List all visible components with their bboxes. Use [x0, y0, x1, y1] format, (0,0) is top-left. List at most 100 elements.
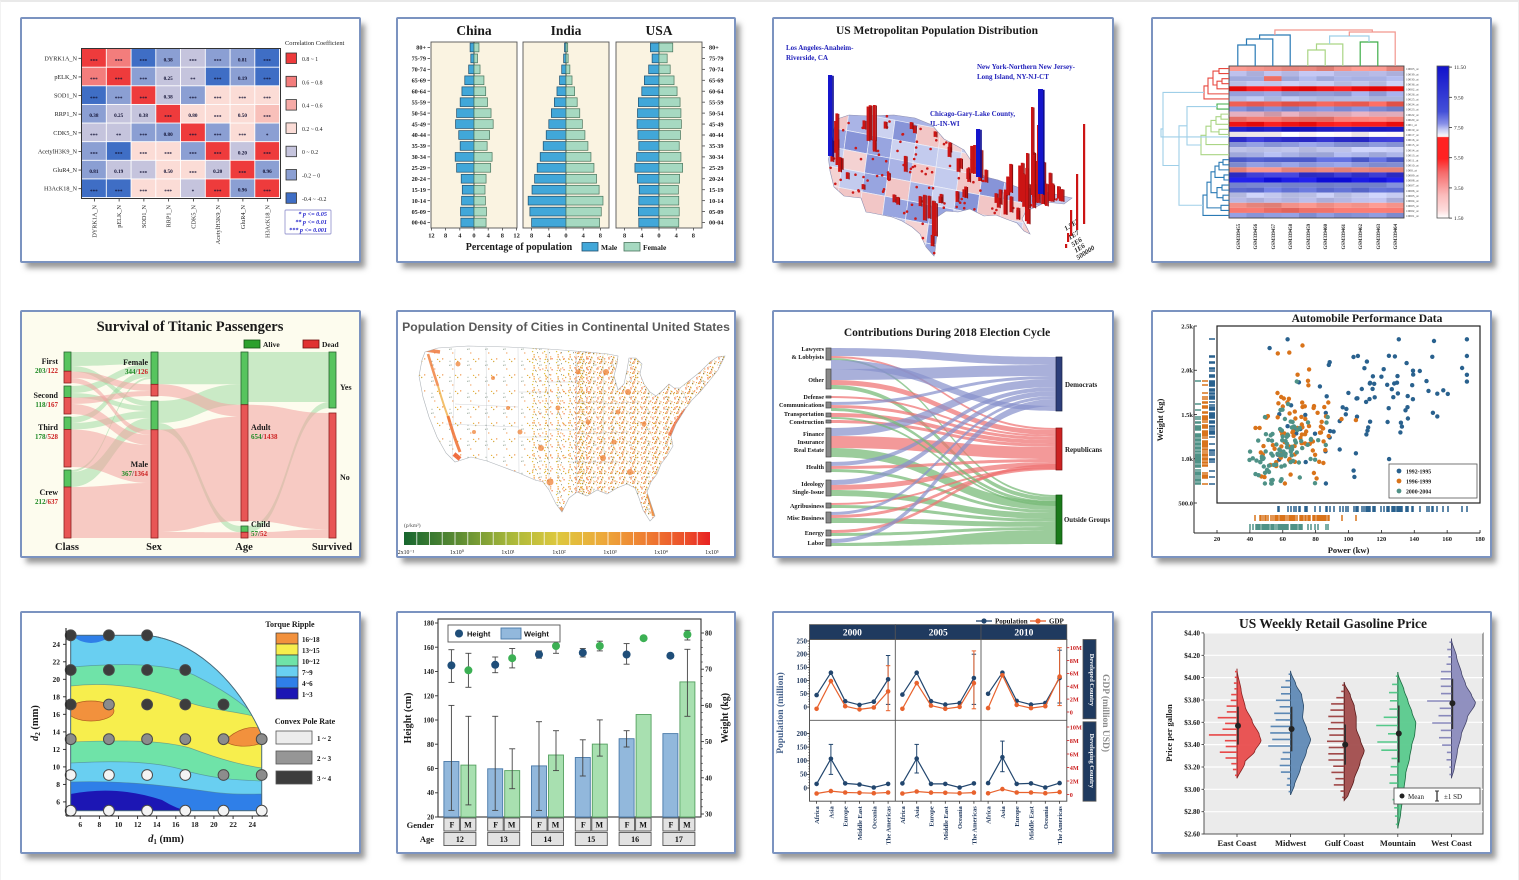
svg-text:1992-1995: 1992-1995	[1406, 470, 1431, 476]
svg-text:West Coast: West Coast	[1431, 838, 1472, 848]
svg-text:203/122: 203/122	[35, 367, 58, 375]
svg-text:10013_at: 10013_at	[1406, 153, 1419, 157]
svg-text:***: ***	[263, 189, 271, 195]
svg-text:2 ~ 3: 2 ~ 3	[317, 755, 332, 763]
svg-text:13: 13	[500, 835, 508, 844]
svg-text:Yes: Yes	[340, 383, 352, 392]
svg-text:4: 4	[458, 233, 462, 240]
svg-text:***: ***	[115, 189, 123, 195]
svg-text:80: 80	[705, 630, 713, 638]
svg-text:Weight: Weight	[524, 630, 549, 639]
svg-text:Female: Female	[123, 358, 148, 367]
svg-text:Health: Health	[806, 464, 824, 471]
svg-text:10006_at: 10006_at	[1406, 189, 1419, 193]
svg-text:Midwest: Midwest	[1275, 838, 1306, 848]
svg-text:Weight (kg): Weight (kg)	[1155, 398, 1165, 441]
svg-text:160: 160	[1442, 536, 1452, 543]
svg-text:2000-2004: 2000-2004	[1406, 490, 1431, 496]
svg-text:GSM339459: GSM339459	[1307, 223, 1312, 249]
svg-text:0.8 ~ 1: 0.8 ~ 1	[302, 57, 318, 63]
svg-text:10017_at: 10017_at	[1406, 133, 1419, 137]
svg-text:0 ~ 0.2: 0 ~ 0.2	[302, 150, 318, 156]
svg-text:Oceania: Oceania	[1043, 805, 1050, 828]
svg-text:30-34: 30-34	[412, 154, 426, 161]
svg-text:Age: Age	[420, 834, 434, 844]
svg-text:Adult: Adult	[251, 423, 271, 432]
svg-text:10003_at: 10003_at	[1406, 67, 1419, 71]
svg-text:***: ***	[238, 133, 246, 139]
svg-text:10002_at: 10002_at	[1406, 88, 1419, 92]
svg-text:40: 40	[1247, 536, 1254, 543]
svg-text:2x10⁻¹: 2x10⁻¹	[398, 550, 414, 556]
svg-text:The Americas: The Americas	[886, 806, 893, 845]
svg-text:Transportation: Transportation	[784, 411, 825, 418]
svg-text:Female: Female	[643, 243, 667, 252]
svg-text:$3.40: $3.40	[1184, 741, 1200, 749]
svg-text:***: ***	[214, 152, 222, 158]
svg-text:1x10²: 1x10²	[552, 550, 566, 556]
svg-text:***: ***	[164, 152, 172, 158]
svg-text:0.19: 0.19	[114, 169, 123, 175]
svg-text:***: ***	[263, 77, 271, 83]
svg-text:0: 0	[804, 784, 808, 792]
svg-text:Automobile Performance Data: Automobile Performance Data	[1292, 313, 1443, 325]
svg-text:***: ***	[214, 59, 222, 65]
svg-text:Mean: Mean	[1408, 793, 1424, 801]
svg-text:$3.00: $3.00	[1184, 786, 1200, 794]
svg-text:180: 180	[1475, 536, 1485, 543]
svg-text:160: 160	[424, 644, 435, 652]
svg-text:10014_at: 10014_at	[1406, 148, 1419, 152]
svg-text:0.80: 0.80	[188, 113, 197, 119]
svg-text:500.0: 500.0	[1178, 500, 1193, 507]
svg-text:M: M	[639, 821, 647, 830]
svg-text:40-44: 40-44	[412, 132, 426, 139]
svg-text:16: 16	[172, 820, 180, 829]
svg-text:M: M	[464, 821, 472, 830]
svg-text:H3AcK18_N: H3AcK18_N	[265, 204, 272, 238]
svg-text:0: 0	[564, 233, 567, 240]
svg-text:Democrats: Democrats	[1065, 381, 1098, 389]
svg-text:50: 50	[705, 738, 713, 746]
svg-text:Insurance: Insurance	[798, 439, 825, 446]
svg-text:22: 22	[53, 657, 61, 666]
svg-text:10: 10	[115, 820, 123, 829]
svg-text:10026_at: 10026_at	[1406, 93, 1419, 97]
svg-text:20: 20	[1214, 536, 1221, 543]
svg-text:12: 12	[53, 745, 61, 754]
svg-text:***: ***	[263, 59, 271, 65]
svg-text:15-19: 15-19	[709, 187, 723, 194]
svg-text:**: **	[116, 133, 122, 139]
svg-text:8: 8	[692, 233, 695, 240]
svg-text:75-79: 75-79	[709, 56, 723, 63]
svg-text:GSM339458: GSM339458	[1289, 223, 1294, 249]
svg-text:0: 0	[804, 703, 808, 711]
svg-text:100: 100	[424, 717, 435, 725]
svg-text:6M: 6M	[1070, 671, 1079, 678]
svg-text:8: 8	[623, 233, 626, 240]
svg-text:80: 80	[427, 741, 435, 749]
svg-text:20: 20	[210, 820, 218, 829]
svg-text:Asia: Asia	[1000, 805, 1007, 818]
svg-text:57/52: 57/52	[251, 530, 267, 538]
svg-text:1x10¹: 1x10¹	[501, 550, 515, 556]
svg-text:10-14: 10-14	[709, 198, 723, 205]
svg-text:9.50: 9.50	[1454, 95, 1464, 101]
svg-text:20: 20	[427, 814, 435, 822]
svg-text:10024_at: 10024_at	[1406, 103, 1419, 107]
svg-text:1000_at: 1000_at	[1406, 169, 1417, 173]
svg-text:DYRK1A_N: DYRK1A_N	[44, 55, 77, 62]
svg-text:10016_at: 10016_at	[1406, 138, 1419, 142]
svg-text:30-34: 30-34	[709, 154, 723, 161]
svg-text:$4.40: $4.40	[1184, 629, 1200, 637]
svg-text:*: *	[266, 133, 269, 139]
svg-text:Child: Child	[251, 520, 271, 529]
svg-text:10M: 10M	[1070, 724, 1082, 731]
svg-text:RRP1_N: RRP1_N	[55, 111, 78, 118]
svg-text:0.19: 0.19	[238, 76, 247, 82]
svg-text:60: 60	[1280, 536, 1287, 543]
svg-text:120: 120	[1377, 536, 1387, 543]
svg-text:0.50: 0.50	[164, 169, 173, 175]
svg-text:100: 100	[797, 757, 808, 765]
svg-text:344/126: 344/126	[125, 368, 148, 376]
svg-text:0.38: 0.38	[164, 95, 173, 101]
